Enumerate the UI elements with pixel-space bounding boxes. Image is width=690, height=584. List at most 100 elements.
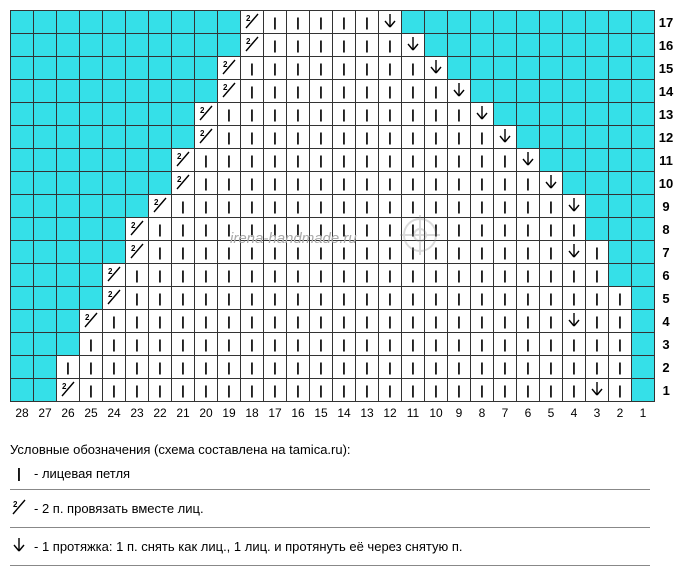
chart-cell: | — [402, 218, 425, 241]
chart-cell: | — [471, 218, 494, 241]
chart-cell: | — [402, 172, 425, 195]
chart-cell — [34, 172, 57, 195]
chart-cell: | — [287, 241, 310, 264]
chart-cell: | — [264, 264, 287, 287]
chart-cell — [11, 80, 34, 103]
chart-cell: | — [149, 264, 172, 287]
chart-cell — [34, 287, 57, 310]
row-label: 14 — [655, 80, 678, 103]
chart-cell — [80, 195, 103, 218]
chart-cell: | — [195, 287, 218, 310]
chart-cell: | — [494, 264, 517, 287]
chart-cell — [471, 103, 494, 126]
col-label: 11 — [402, 402, 425, 425]
chart-cell — [172, 57, 195, 80]
row-label: 13 — [655, 103, 678, 126]
chart-cell: | — [172, 241, 195, 264]
svg-text:2: 2 — [246, 37, 251, 46]
row-label: 6 — [655, 264, 678, 287]
chart-cell: | — [310, 149, 333, 172]
chart-cell: | — [402, 103, 425, 126]
chart-cell: | — [126, 264, 149, 287]
row-label: 4 — [655, 310, 678, 333]
chart-cell: | — [425, 356, 448, 379]
chart-cell: | — [264, 379, 287, 402]
chart-cell: 2 — [57, 379, 80, 402]
chart-cell: | — [241, 264, 264, 287]
chart-cell: | — [264, 356, 287, 379]
chart-cell: | — [471, 310, 494, 333]
chart-cell: | — [172, 287, 195, 310]
chart-cell: | — [448, 218, 471, 241]
chart-cell — [494, 57, 517, 80]
chart-cell — [11, 11, 34, 34]
chart-cell: | — [218, 126, 241, 149]
chart-cell: | — [80, 356, 103, 379]
chart-cell — [540, 57, 563, 80]
chart-cell: | — [264, 80, 287, 103]
row-label: 8 — [655, 218, 678, 241]
chart-cell: 2 — [172, 149, 195, 172]
chart-cell — [57, 333, 80, 356]
chart-cell — [11, 241, 34, 264]
chart-cell — [149, 149, 172, 172]
chart-cell — [632, 80, 655, 103]
chart-cell: | — [425, 333, 448, 356]
chart-cell: | — [448, 126, 471, 149]
chart-cell: | — [310, 11, 333, 34]
chart-cell: | — [333, 57, 356, 80]
chart-cell: | — [379, 149, 402, 172]
chart-cell — [80, 287, 103, 310]
chart-cell — [103, 57, 126, 80]
chart-cell: | — [609, 356, 632, 379]
row-label: 12 — [655, 126, 678, 149]
chart-cell: | — [425, 103, 448, 126]
chart-cell: | — [471, 379, 494, 402]
legend: Условные обозначения (схема составлена н… — [10, 442, 690, 566]
chart-cell — [517, 103, 540, 126]
chart-cell — [448, 80, 471, 103]
chart-cell — [34, 356, 57, 379]
chart-cell — [34, 241, 57, 264]
chart-cell: | — [379, 241, 402, 264]
chart-cell — [563, 241, 586, 264]
chart-cell: | — [241, 287, 264, 310]
chart-cell: | — [379, 333, 402, 356]
svg-text:2: 2 — [246, 14, 251, 23]
chart-cell: | — [310, 356, 333, 379]
chart-cell: | — [448, 264, 471, 287]
col-label: 1 — [632, 402, 655, 425]
chart-cell: 2 — [126, 218, 149, 241]
chart-cell — [149, 80, 172, 103]
chart-cell — [563, 80, 586, 103]
chart-cell — [471, 80, 494, 103]
chart-cell — [540, 11, 563, 34]
chart-cell: | — [448, 103, 471, 126]
chart-cell: | — [494, 195, 517, 218]
chart-cell: | — [310, 241, 333, 264]
chart-cell: | — [379, 57, 402, 80]
chart-cell: | — [471, 172, 494, 195]
chart-cell: | — [563, 379, 586, 402]
chart-cell: | — [379, 103, 402, 126]
chart-cell — [126, 103, 149, 126]
chart-cell — [448, 57, 471, 80]
chart-cell — [609, 149, 632, 172]
chart-cell: | — [149, 310, 172, 333]
chart-cell: | — [333, 264, 356, 287]
knitting-chart: 2|||||172||||||162||||||||152|||||||||14… — [10, 10, 678, 424]
chart-cell: | — [218, 218, 241, 241]
chart-cell — [126, 57, 149, 80]
svg-text:2: 2 — [177, 152, 182, 161]
chart-cell: | — [540, 264, 563, 287]
chart-cell: | — [494, 241, 517, 264]
chart-cell — [57, 287, 80, 310]
chart-cell — [218, 11, 241, 34]
chart-cell: | — [356, 149, 379, 172]
chart-cell: | — [333, 34, 356, 57]
col-label: 18 — [241, 402, 264, 425]
chart-cell: | — [425, 218, 448, 241]
chart-cell — [586, 379, 609, 402]
chart-cell — [632, 287, 655, 310]
chart-cell — [632, 310, 655, 333]
